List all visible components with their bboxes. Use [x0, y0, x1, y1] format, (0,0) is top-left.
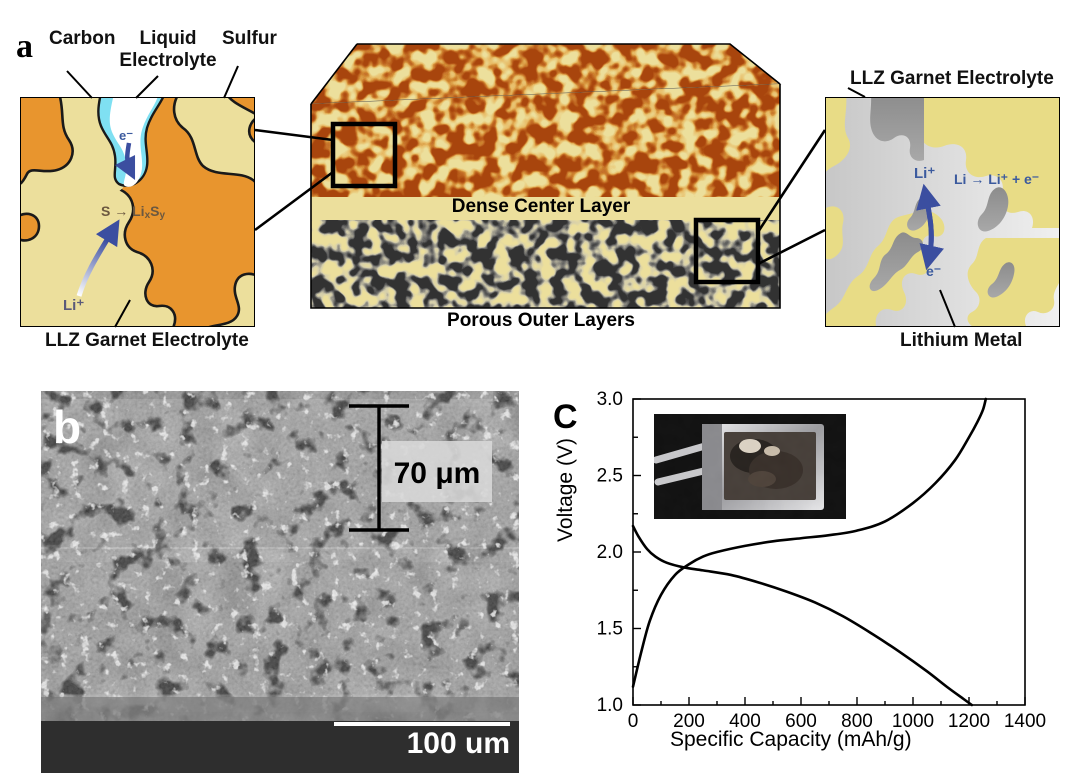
- svg-text:2.0: 2.0: [597, 542, 623, 563]
- svg-text:Li → Li⁺ + e⁻: Li → Li⁺ + e⁻: [954, 171, 1039, 187]
- svg-text:b: b: [53, 401, 81, 453]
- svg-text:e⁻: e⁻: [119, 128, 133, 143]
- svg-text:70 μm: 70 μm: [394, 457, 481, 490]
- svg-text:2.5: 2.5: [597, 466, 623, 487]
- svg-text:1.5: 1.5: [597, 619, 623, 640]
- svg-text:Dense Center Layer: Dense Center Layer: [452, 196, 631, 217]
- svg-text:1.0: 1.0: [597, 695, 623, 716]
- svg-text:e⁻: e⁻: [926, 263, 941, 279]
- svg-text:Li⁺: Li⁺: [914, 165, 935, 182]
- svg-text:Li⁺: Li⁺: [63, 297, 84, 314]
- svg-text:0: 0: [628, 711, 639, 732]
- svg-text:Porous Outer Layers: Porous Outer Layers: [447, 310, 635, 331]
- svg-text:1200: 1200: [948, 711, 990, 732]
- svg-text:3.0: 3.0: [597, 389, 623, 410]
- svg-text:S → LixSy: S → LixSy: [101, 203, 165, 221]
- svg-text:1400: 1400: [1004, 711, 1046, 732]
- svg-text:100 um: 100 um: [407, 727, 510, 760]
